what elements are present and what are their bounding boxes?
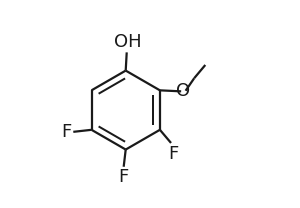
Text: OH: OH (114, 33, 142, 51)
Text: F: F (168, 145, 178, 163)
Text: F: F (61, 123, 71, 141)
Text: O: O (176, 82, 190, 100)
Text: F: F (118, 168, 129, 186)
